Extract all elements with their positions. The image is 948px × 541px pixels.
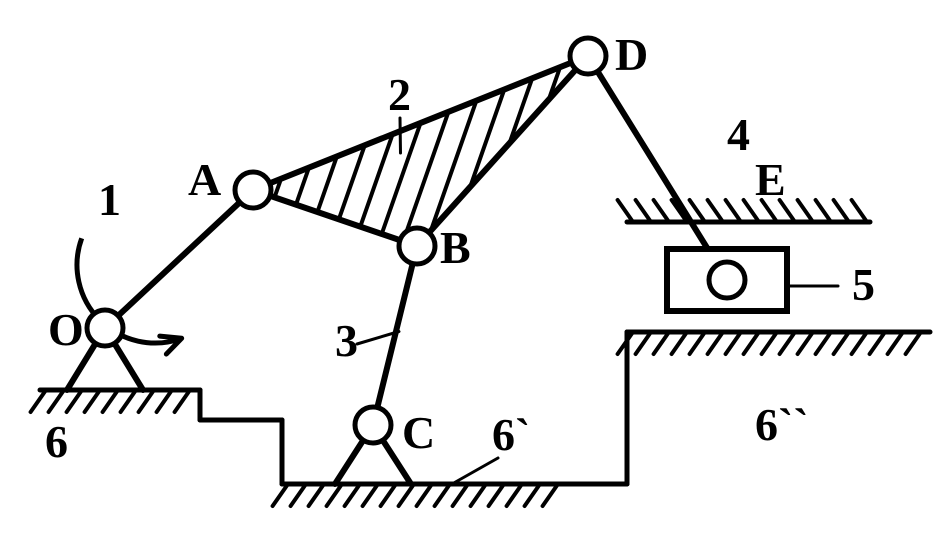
mechanism-diagram: O A B C D 1 2 3 4 5 6 6` 6`` E — [0, 0, 948, 541]
joint-D — [570, 38, 606, 74]
label-point-B: B — [440, 222, 471, 273]
joint-slider-pin — [709, 262, 745, 298]
joint-B — [399, 228, 435, 264]
label-point-O: O — [48, 304, 84, 355]
label-6: 6 — [45, 416, 68, 467]
joint-O — [87, 310, 123, 346]
label-1: 1 — [98, 174, 121, 225]
label-6p: 6` — [492, 409, 530, 460]
label-3: 3 — [335, 315, 358, 366]
label-2: 2 — [388, 69, 411, 120]
joint-A — [235, 172, 271, 208]
label-E: E — [755, 154, 786, 205]
label-point-D: D — [615, 29, 648, 80]
label-point-C: C — [402, 407, 435, 458]
label-point-A: A — [188, 154, 221, 205]
label-4: 4 — [727, 109, 750, 160]
label-5: 5 — [852, 259, 875, 310]
label-6pp: 6`` — [755, 399, 809, 450]
joint-C — [355, 407, 391, 443]
